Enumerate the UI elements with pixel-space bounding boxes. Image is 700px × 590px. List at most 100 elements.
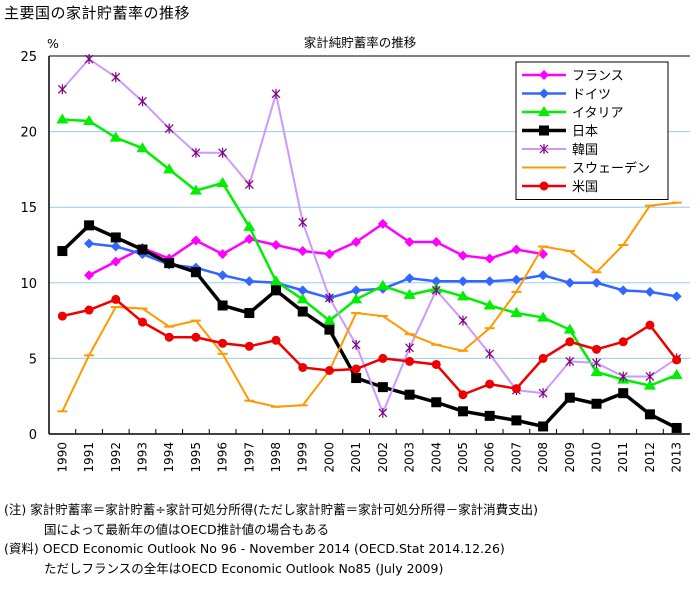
data-point xyxy=(643,379,656,390)
data-point xyxy=(270,275,283,286)
series-line xyxy=(61,57,678,416)
x-tick-label: 2008 xyxy=(536,442,550,473)
note-estimate: 国によって最新年の値はOECD推計値の場合もある xyxy=(44,521,330,537)
x-tick-label: 1990 xyxy=(55,442,69,473)
data-point xyxy=(457,276,468,287)
x-tick-label: 2001 xyxy=(349,442,363,473)
data-point xyxy=(484,253,495,264)
x-tick-label: 2000 xyxy=(322,442,336,473)
data-point xyxy=(325,292,334,303)
data-point xyxy=(563,323,576,334)
data-point xyxy=(644,409,655,420)
data-point xyxy=(216,177,229,188)
data-point xyxy=(376,279,389,290)
data-point xyxy=(431,397,442,408)
data-point xyxy=(591,398,602,409)
data-point xyxy=(111,72,121,83)
data-point xyxy=(164,258,175,269)
data-point xyxy=(457,250,468,261)
data-point xyxy=(592,357,601,368)
data-point xyxy=(56,113,69,124)
data-point xyxy=(190,235,201,246)
data-point xyxy=(458,390,468,400)
data-point xyxy=(645,320,655,330)
y-tick-label: 10 xyxy=(20,277,37,292)
legend-item: イタリア xyxy=(522,106,623,121)
data-point xyxy=(431,236,442,247)
data-point xyxy=(271,88,281,99)
legend-item: フランス xyxy=(522,69,624,84)
data-point xyxy=(592,344,602,354)
x-tick-label: 1998 xyxy=(269,442,283,473)
series-lines xyxy=(56,54,683,433)
legend-item: スウェーデン xyxy=(522,161,650,177)
data-point xyxy=(57,311,67,321)
data-point xyxy=(244,179,254,190)
data-point xyxy=(538,421,549,432)
x-tick-label: 1994 xyxy=(162,442,176,473)
footnotes: (注) 家計貯蓄率＝家計貯蓄÷家計可処分所得(ただし家計貯蓄＝家計可処分所得－家… xyxy=(4,500,538,578)
series-0 xyxy=(84,218,549,281)
data-point xyxy=(350,293,363,304)
data-point xyxy=(672,355,682,365)
chart-title: 家計純貯蓄率の推移 xyxy=(304,35,417,50)
data-point xyxy=(244,276,255,287)
x-tick-label: 2004 xyxy=(429,442,443,473)
legend-label: フランス xyxy=(572,69,624,84)
series-3 xyxy=(57,220,682,433)
data-point xyxy=(537,311,550,322)
series-4 xyxy=(57,54,682,418)
data-point xyxy=(671,291,682,302)
data-point xyxy=(591,277,602,288)
legend-item: 日本 xyxy=(522,125,598,140)
data-point xyxy=(458,315,468,326)
data-point xyxy=(217,249,228,260)
legend-label: 韓国 xyxy=(572,143,598,158)
data-point xyxy=(57,84,67,95)
data-point xyxy=(351,285,362,296)
data-point xyxy=(84,54,94,65)
data-point xyxy=(244,341,254,351)
y-tick-label: 15 xyxy=(20,201,37,216)
data-point xyxy=(431,276,442,287)
data-point xyxy=(218,338,228,348)
data-point xyxy=(511,415,522,426)
note-source: (資料) OECD Economic Outlook No 96 - Novem… xyxy=(4,541,505,556)
data-point xyxy=(618,388,629,399)
data-point xyxy=(457,406,468,417)
data-point xyxy=(243,220,256,231)
axes xyxy=(48,55,690,435)
data-point xyxy=(351,339,361,350)
legend-marker xyxy=(539,70,549,80)
x-tick-label: 1991 xyxy=(82,442,96,473)
data-point xyxy=(84,305,94,315)
legend-item: 米国 xyxy=(522,180,598,195)
x-tick-label: 2003 xyxy=(403,442,417,473)
data-point xyxy=(351,236,362,247)
data-point xyxy=(323,314,336,325)
data-point xyxy=(538,353,548,363)
legend-label: イタリア xyxy=(572,106,623,121)
data-point xyxy=(296,293,309,304)
legend-label: ドイツ xyxy=(572,88,611,103)
x-tick-label: 2006 xyxy=(483,442,497,473)
data-point xyxy=(511,244,522,255)
data-point xyxy=(671,422,682,433)
data-point xyxy=(431,285,441,296)
data-point xyxy=(164,123,174,134)
legend-marker xyxy=(538,106,550,116)
series-line xyxy=(88,222,544,277)
data-point xyxy=(456,290,469,301)
data-point xyxy=(84,270,95,281)
y-tick-label: 25 xyxy=(20,50,37,65)
note-definition: (注) 家計貯蓄率＝家計貯蓄÷家計可処分所得(ただし家計貯蓄＝家計可処分所得－家… xyxy=(4,502,538,517)
data-point xyxy=(164,332,174,342)
data-point xyxy=(378,353,388,363)
y-tick-label: 5 xyxy=(29,352,37,367)
data-point xyxy=(271,335,281,345)
legend-item: ドイツ xyxy=(522,88,611,103)
data-point xyxy=(217,300,228,311)
x-tick-label: 2007 xyxy=(509,442,523,473)
data-point xyxy=(217,270,228,281)
